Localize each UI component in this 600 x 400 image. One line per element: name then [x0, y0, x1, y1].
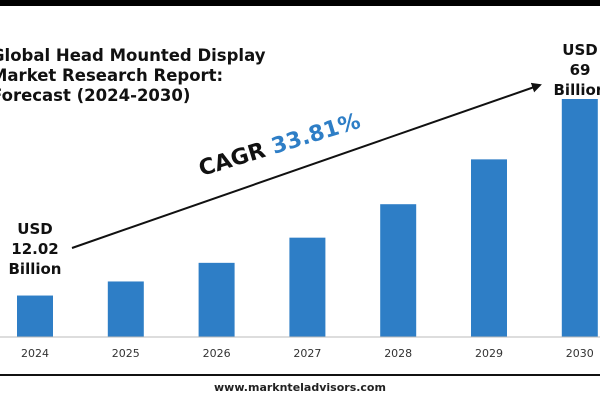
trend-arrow — [71, 82, 542, 249]
bar-2026 — [198, 262, 235, 337]
end-label-line-2: 69 — [569, 61, 591, 79]
bar-2027 — [289, 237, 326, 337]
start-value-label: USD 12.02 Billion — [0, 219, 70, 279]
start-label-line-1: USD — [17, 220, 53, 238]
x-tick-label-2025: 2025 — [112, 347, 140, 360]
start-label-line-2: 12.02 — [11, 240, 59, 258]
chart-title: Global Head Mounted Display Market Resea… — [0, 46, 291, 106]
x-tick-label-2026: 2026 — [203, 347, 231, 360]
footer-divider — [0, 374, 600, 376]
top-border — [0, 0, 600, 6]
x-tick-label-2030: 2030 — [566, 347, 594, 360]
bar-2024 — [17, 295, 53, 337]
bar-2030 — [561, 99, 598, 337]
title-line-3: Forecast (2024-2030) — [0, 86, 191, 105]
x-tick-label-2024: 2024 — [21, 347, 49, 360]
bar-2029 — [471, 159, 507, 337]
end-label-line-1: USD — [562, 41, 598, 59]
bar-2025 — [107, 281, 144, 337]
start-label-line-3: Billion — [8, 260, 62, 278]
footer-url[interactable]: www.marknteladvisors.com — [214, 381, 386, 394]
x-tick-label-2028: 2028 — [384, 347, 412, 360]
x-tick-label-2029: 2029 — [475, 347, 503, 360]
x-tick-label-2027: 2027 — [293, 347, 321, 360]
footer: www.marknteladvisors.com — [0, 374, 600, 400]
bar-2028 — [380, 204, 417, 337]
end-label-line-3: Billion — [553, 81, 600, 99]
title-line-2: Market Research Report: — [0, 66, 224, 85]
end-value-label: USD 69 Billion — [545, 40, 600, 100]
title-line-1: Global Head Mounted Display — [0, 46, 266, 65]
